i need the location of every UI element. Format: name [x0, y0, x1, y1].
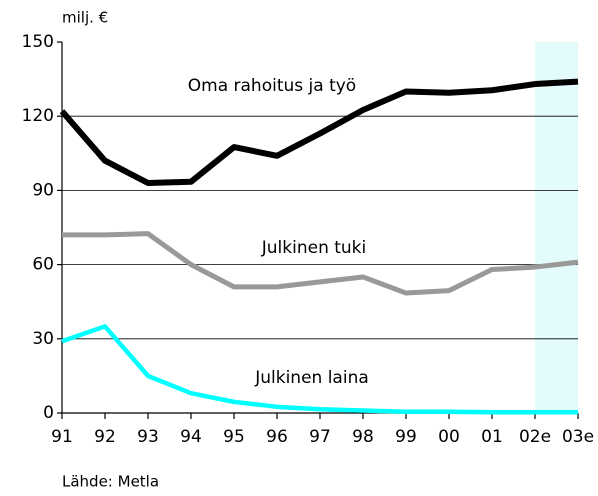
y-tick-label: 0 [43, 403, 54, 423]
x-tick-label: 98 [352, 427, 374, 447]
x-tick-label: 97 [309, 427, 331, 447]
x-tick-label: 95 [223, 427, 245, 447]
series-line [62, 231, 579, 296]
y-tick-label: 90 [32, 180, 54, 200]
x-tick-label: 02e [519, 427, 551, 447]
x-tick-label: 91 [51, 427, 73, 447]
x-tick-label: 93 [137, 427, 159, 447]
series-label: Julkinen tuki [261, 238, 367, 258]
x-tick-label: 92 [94, 427, 116, 447]
y-tick-label: 150 [22, 32, 54, 52]
x-tick-label: 99 [395, 427, 417, 447]
x-tick-label: 94 [180, 427, 202, 447]
y-tick-label: 60 [32, 255, 54, 275]
series-line [61, 324, 578, 415]
y-tick-label: 120 [22, 106, 54, 126]
x-tick-label: 96 [266, 427, 288, 447]
shaded-region [535, 42, 578, 413]
x-tick-label: 03e [562, 427, 594, 447]
y-unit-label: milj. € [62, 9, 108, 27]
y-tick-label: 30 [32, 329, 54, 349]
source: Lähde: Metla [62, 473, 159, 491]
series-label: Julkinen laina [254, 368, 369, 388]
series-label: Oma rahoitus ja työ [188, 76, 356, 96]
series-line [59, 78, 579, 186]
x-tick-label: 00 [438, 427, 460, 447]
x-tick-label: 01 [481, 427, 503, 447]
